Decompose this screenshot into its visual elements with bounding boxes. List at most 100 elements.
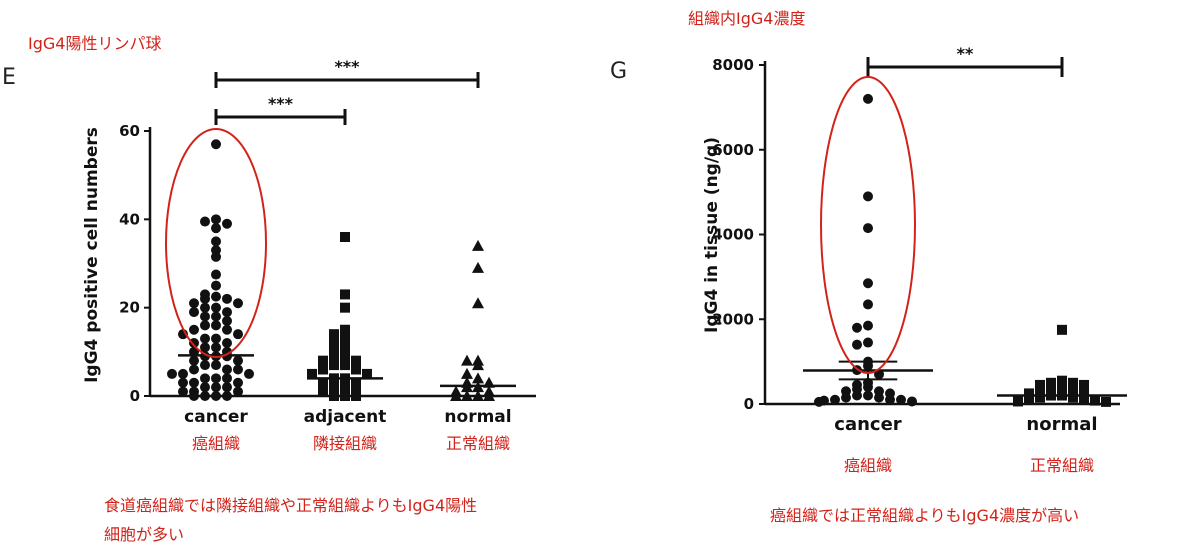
data-point-normal: [472, 372, 484, 384]
data-point-cancer: [200, 320, 210, 331]
data-point-cancer: [211, 236, 221, 247]
data-point-normal: [461, 354, 473, 366]
data-point-cancer: [211, 391, 221, 401]
data-point-normal: [1013, 396, 1023, 407]
data-point-normal: [1068, 377, 1078, 388]
data-point-cancer: [233, 377, 243, 388]
data-point-adjacent: [340, 391, 350, 401]
data-point-cancer: [222, 338, 232, 348]
data-point-normal: [1035, 392, 1045, 403]
data-point-cancer: [222, 293, 232, 304]
data-point-cancer: [189, 298, 199, 309]
data-point-cancer: [200, 333, 210, 344]
data-point-cancer: [863, 191, 873, 202]
data-point-cancer: [189, 338, 199, 348]
data-point-normal: [472, 297, 484, 309]
panel-g-ylabel: IgG4 in tissue (ng/g): [702, 137, 722, 333]
data-point-adjacent: [351, 377, 361, 388]
data-point-cancer: [852, 390, 862, 401]
data-point-cancer: [200, 302, 210, 313]
significance-label: **: [957, 44, 974, 63]
data-point-cancer: [863, 299, 873, 310]
data-point-cancer: [211, 214, 221, 225]
data-point-adjacent: [340, 342, 350, 353]
jp-label-cancer-left: 癌組織: [192, 434, 240, 453]
data-point-cancer: [233, 364, 243, 375]
data-point-cancer: [189, 307, 199, 318]
right-header-annotation: 組織内IgG4濃度: [688, 9, 805, 28]
data-point-adjacent: [318, 386, 328, 397]
data-point-cancer: [200, 360, 210, 371]
data-point-cancer: [189, 377, 199, 388]
data-point-normal: [1046, 377, 1056, 388]
left-conclusion-line2: 細胞が多い: [104, 525, 184, 544]
data-point-cancer: [863, 390, 873, 401]
data-point-cancer: [222, 382, 232, 393]
data-point-adjacent: [351, 391, 361, 401]
data-point-adjacent: [362, 368, 372, 379]
data-point-cancer: [885, 394, 895, 405]
y-tick-label: 6000: [712, 141, 754, 159]
data-point-normal: [1024, 388, 1034, 399]
data-point-cancer: [211, 342, 221, 353]
data-point-cancer: [814, 396, 824, 407]
data-point-cancer: [211, 302, 221, 313]
data-point-cancer: [211, 311, 221, 322]
data-point-cancer: [189, 364, 199, 375]
data-point-normal: [450, 390, 462, 401]
data-point-adjacent: [329, 391, 339, 401]
data-point-cancer: [830, 394, 840, 405]
significance-label: ***: [268, 94, 294, 113]
data-point-cancer: [200, 391, 210, 401]
data-point-cancer: [178, 377, 188, 388]
panel-g-letter: G: [610, 59, 627, 84]
data-point-cancer: [244, 368, 254, 379]
data-point-cancer: [874, 392, 884, 403]
y-tick-label: 4000: [712, 226, 754, 244]
data-point-adjacent: [340, 324, 350, 335]
data-point-cancer: [189, 355, 199, 366]
data-point-cancer: [222, 218, 232, 229]
data-point-cancer: [222, 373, 232, 384]
data-point-cancer: [222, 391, 232, 401]
data-point-cancer: [863, 93, 873, 104]
y-tick-label: 20: [119, 299, 140, 317]
panel-g-axes: 0 2000 4000 6000 8000: [712, 56, 1120, 413]
data-point-cancer: [233, 355, 243, 366]
data-point-normal: [1057, 382, 1067, 393]
y-tick-label: 40: [119, 210, 140, 228]
data-point-adjacent: [329, 338, 339, 348]
data-point-cancer: [200, 373, 210, 384]
panel-e-means: [178, 354, 516, 388]
data-point-normal: [472, 239, 484, 251]
data-point-cancer: [200, 293, 210, 304]
data-point-cancer: [178, 386, 188, 397]
data-point-adjacent: [340, 333, 350, 344]
data-point-normal: [1024, 394, 1034, 405]
data-point-adjacent: [340, 232, 350, 242]
x-category-label: cancer: [184, 407, 248, 427]
data-point-normal: [461, 390, 473, 401]
data-point-cancer: [233, 386, 243, 397]
data-point-cancer: [222, 315, 232, 326]
data-point-cancer: [178, 368, 188, 379]
data-point-cancer: [852, 322, 862, 333]
data-point-cancer: [200, 342, 210, 353]
data-point-normal: [1101, 396, 1111, 407]
data-point-cancer: [907, 396, 917, 407]
data-point-cancer: [211, 139, 221, 150]
data-point-cancer: [200, 311, 210, 322]
data-point-cancer: [211, 373, 221, 384]
x-category-label: normal: [444, 407, 511, 427]
x-category-label: cancer: [834, 414, 902, 435]
data-point-adjacent: [351, 355, 361, 366]
data-point-normal: [472, 390, 484, 401]
data-point-cancer: [233, 298, 243, 309]
panel-e-categories: cancer adjacent normal: [184, 407, 511, 427]
jp-label-normal-right: 正常組織: [1030, 456, 1094, 475]
y-tick-label: 2000: [712, 310, 754, 328]
data-point-normal: [483, 390, 495, 401]
data-point-cancer: [211, 251, 221, 262]
panel-e-ylabel: IgG4 positive cell numbers: [82, 127, 102, 383]
